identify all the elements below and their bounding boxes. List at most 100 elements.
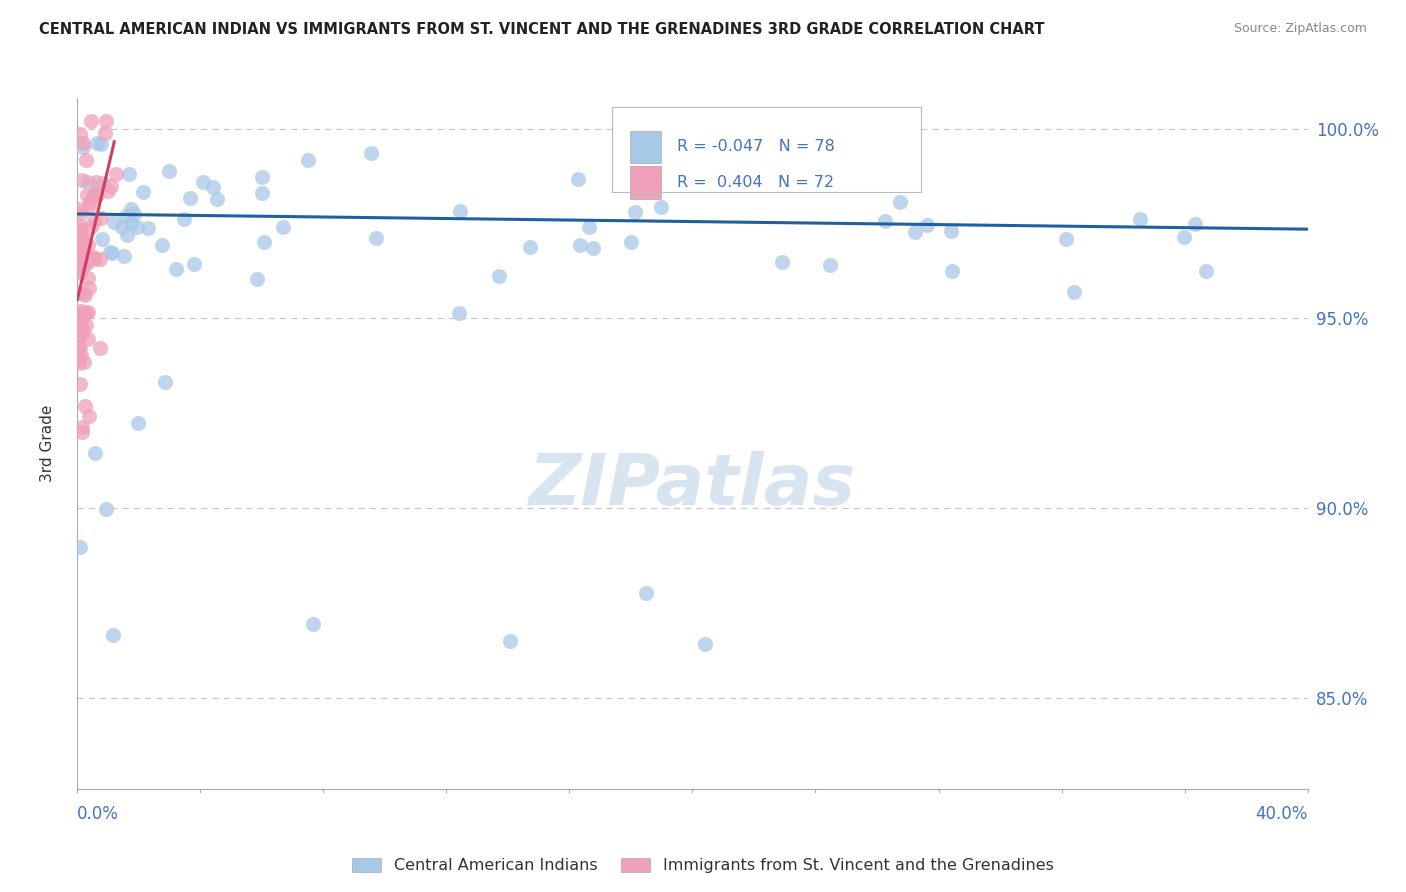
Point [360,145,382,160]
Point [66,323,89,337]
FancyBboxPatch shape [630,166,661,199]
Point [889,194,911,209]
Point [66,330,89,344]
Point [941,264,963,278]
Point [79,195,101,210]
Point [578,219,600,234]
Point [89,341,111,355]
Point [75,306,97,320]
Point [136,221,159,235]
Point [915,218,938,232]
Point [693,637,716,651]
Point [94,114,117,128]
Point [67,345,90,359]
Text: R =  0.404   N = 72: R = 0.404 N = 72 [676,175,834,190]
Point [84,252,107,266]
Point [120,202,142,216]
Point [302,616,325,631]
Point [69,246,91,260]
Point [364,231,387,245]
Point [69,127,91,141]
Point [76,237,98,252]
Point [80,251,103,265]
Point [73,287,96,301]
Point [72,286,94,301]
Point [70,348,93,362]
Point [173,211,195,226]
Point [84,445,107,459]
Text: 0.0%: 0.0% [77,805,120,822]
Point [449,203,471,218]
Point [105,167,128,181]
Point [165,261,187,276]
Point [66,285,89,300]
Point [66,345,89,359]
Point [1063,285,1085,299]
Point [80,219,103,234]
Point [76,305,98,319]
Point [650,201,672,215]
Point [84,186,107,201]
Point [75,235,97,250]
Point [97,184,120,198]
Point [66,340,89,354]
Point [271,220,294,235]
Point [70,420,93,434]
Point [77,175,100,189]
FancyBboxPatch shape [630,131,661,163]
Point [120,216,142,230]
Point [66,263,89,277]
Point [569,238,592,252]
Point [246,271,269,285]
Point [77,332,100,346]
Point [488,269,510,284]
Point [519,240,541,254]
Point [82,250,104,264]
Point [96,502,118,516]
Point [772,255,794,269]
Point [86,175,108,189]
Point [70,425,93,440]
Point [72,260,94,274]
Point [91,232,114,246]
Point [118,167,141,181]
Point [67,322,90,336]
Point [77,409,100,424]
Point [115,228,138,243]
Point [82,189,104,203]
Point [94,126,117,140]
Point [76,318,98,333]
Point [67,227,90,241]
Point [1195,263,1218,277]
Point [818,258,841,272]
Point [90,211,112,226]
Point [70,222,93,236]
Text: R = -0.047   N = 78: R = -0.047 N = 78 [676,139,834,154]
Point [191,176,214,190]
Point [69,253,91,268]
Point [76,188,98,202]
Point [67,318,90,332]
Point [153,375,176,389]
Point [86,136,108,150]
Point [69,228,91,243]
Point [86,187,108,202]
Point [131,185,153,199]
Point [1129,212,1152,227]
Point [67,356,90,370]
Point [69,376,91,391]
Point [157,164,180,178]
Point [90,137,112,152]
Point [75,153,97,167]
Point [73,354,96,368]
Point [77,281,100,295]
Point [69,243,91,257]
Point [253,235,276,249]
Point [69,266,91,280]
Point [250,169,273,184]
Text: 40.0%: 40.0% [1256,805,1308,822]
Point [70,303,93,318]
Point [77,199,100,213]
Point [150,238,173,252]
Point [111,220,134,235]
